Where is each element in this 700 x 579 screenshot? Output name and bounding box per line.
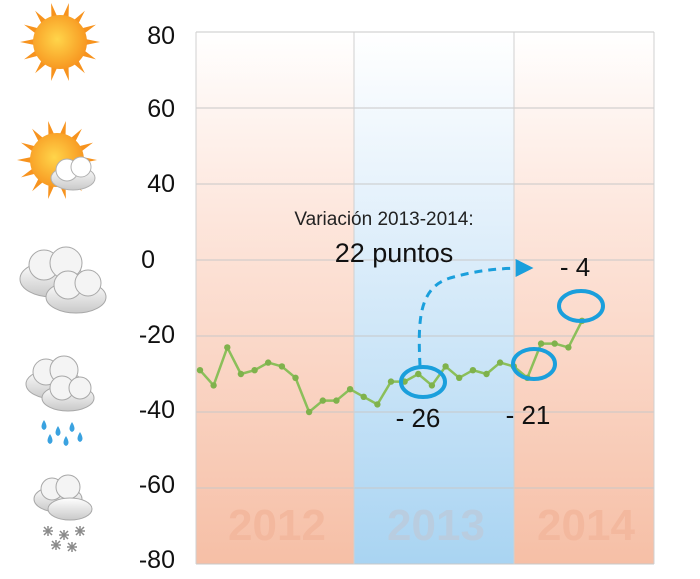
grid bbox=[195, 31, 655, 565]
sun-ray bbox=[51, 3, 58, 19]
callout-label: - 4 bbox=[560, 252, 590, 282]
rain-cloud-icon bbox=[25, 355, 95, 446]
y-tick-label: 0 bbox=[141, 246, 155, 274]
highlight-ellipse bbox=[399, 365, 447, 399]
cloud-icon bbox=[19, 246, 107, 314]
data-point bbox=[346, 386, 354, 393]
sun-icon bbox=[20, 3, 100, 81]
y-tick-label: -80 bbox=[139, 546, 175, 574]
variation-title: Variación 2013-2014: bbox=[294, 209, 473, 230]
data-point bbox=[387, 378, 395, 385]
data-point bbox=[374, 401, 381, 408]
data-point bbox=[333, 397, 340, 404]
data-point bbox=[196, 367, 204, 374]
data-point bbox=[469, 367, 477, 374]
sun-ray bbox=[62, 3, 69, 19]
snow-cloud-icon bbox=[33, 474, 93, 552]
data-point bbox=[237, 370, 245, 378]
data-point bbox=[456, 374, 463, 381]
data-point bbox=[319, 397, 326, 404]
data-point bbox=[565, 344, 572, 351]
variation-arrow bbox=[417, 259, 534, 367]
period-band-2012 bbox=[196, 32, 354, 564]
sun-ray bbox=[17, 156, 33, 164]
callout-label: - 21 bbox=[506, 400, 551, 430]
highlight-ellipse bbox=[511, 347, 557, 381]
y-tick-label: 40 bbox=[147, 170, 175, 198]
sun-cloud-icon bbox=[17, 121, 97, 199]
y-tick-label: 80 bbox=[147, 22, 175, 50]
year-label-2014: 2014 bbox=[537, 501, 635, 550]
period-band-2014 bbox=[514, 32, 654, 564]
sun-ray bbox=[62, 65, 69, 81]
sun-ray bbox=[84, 38, 100, 46]
data-point bbox=[251, 367, 258, 374]
data-point bbox=[210, 382, 217, 389]
data-point bbox=[551, 340, 558, 347]
sun-ray bbox=[48, 121, 55, 137]
year-label-2013: 2013 bbox=[387, 501, 485, 550]
data-point bbox=[537, 340, 545, 347]
sun-ray bbox=[48, 183, 55, 199]
y-tick-label: -20 bbox=[139, 321, 175, 349]
sun-ray bbox=[59, 121, 66, 137]
data-point bbox=[278, 363, 286, 370]
data-point bbox=[224, 344, 231, 351]
data-point bbox=[428, 382, 436, 389]
highlight-ellipse bbox=[557, 289, 605, 323]
y-tick-label: -60 bbox=[139, 471, 175, 499]
data-point bbox=[442, 363, 449, 370]
data-point bbox=[360, 393, 367, 400]
data-point bbox=[496, 359, 504, 366]
callout-label: - 26 bbox=[396, 403, 441, 433]
period-band-2013 bbox=[354, 32, 514, 564]
y-tick-label: -40 bbox=[139, 396, 175, 424]
sun-ray bbox=[51, 65, 58, 81]
sun-ray bbox=[20, 38, 36, 46]
variation-value: 22 puntos bbox=[335, 238, 454, 268]
data-point bbox=[292, 374, 299, 381]
y-tick-label: 60 bbox=[147, 95, 175, 123]
data-point bbox=[483, 370, 490, 378]
year-label-2012: 2012 bbox=[228, 501, 326, 550]
data-point bbox=[305, 408, 313, 416]
data-point bbox=[415, 370, 422, 378]
data-point bbox=[265, 359, 272, 366]
